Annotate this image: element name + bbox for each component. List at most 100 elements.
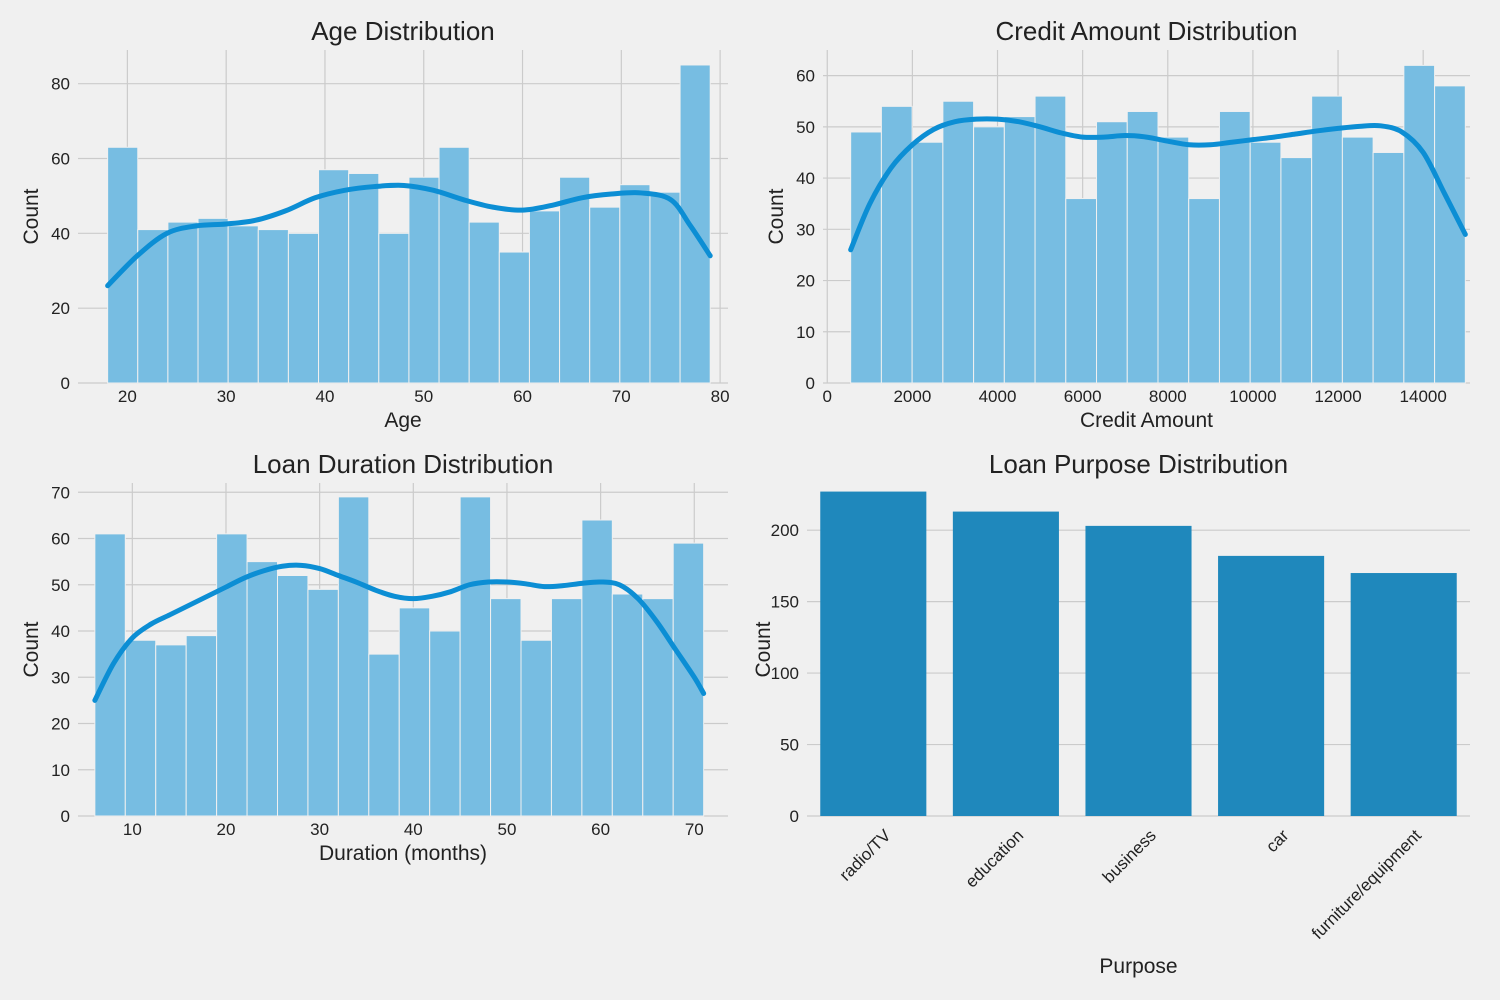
x-tick-label: 4000: [979, 387, 1017, 406]
y-tick-label: 30: [796, 220, 815, 239]
x-tick-label: 6000: [1064, 387, 1102, 406]
x-tick-label: radio/TV: [836, 825, 895, 884]
panel-3: 0 10 20 30 40 50 60 70 10 20 30 40 50 60 70 Duration (m…: [20, 449, 728, 865]
y-tick-label: 100: [771, 664, 799, 683]
category-bar: [820, 491, 927, 816]
y-tick-label: 0: [61, 374, 70, 393]
histogram-bar: [368, 653, 400, 817]
x-axis-label: Age: [384, 409, 421, 432]
y-tick-label: 60: [51, 150, 70, 169]
kde-line: [105, 182, 713, 289]
histogram-bar: [672, 542, 705, 817]
x-tick-label: 2000: [893, 387, 931, 406]
y-tick-label: 20: [796, 272, 815, 291]
y-tick-label: 40: [51, 622, 70, 641]
histogram-bar: [398, 607, 431, 817]
x-tick-label: 50: [414, 387, 433, 406]
x-tick-label: 30: [310, 820, 329, 839]
x-tick-label: 80: [711, 387, 730, 406]
y-axis-label: Count: [752, 621, 775, 677]
histogram-bar: [649, 191, 681, 384]
histogram-bar: [318, 169, 350, 384]
histogram-bar: [520, 639, 552, 817]
histogram-bar: [276, 575, 309, 817]
histogram-bar: [1003, 116, 1036, 384]
x-tick-label: 20: [118, 387, 137, 406]
histogram-bar: [348, 172, 380, 384]
category-bar: [1085, 525, 1192, 816]
y-tick-label: 70: [51, 483, 70, 502]
x-tick-label: 70: [685, 820, 704, 839]
y-tick-label: 200: [771, 521, 799, 540]
histogram-bar: [257, 229, 289, 384]
x-tick-label: 14000: [1400, 387, 1447, 406]
histogram-bar: [337, 496, 370, 817]
histogram-bar: [155, 644, 187, 817]
y-tick-label: 60: [51, 530, 70, 549]
y-axis-label: Count: [20, 621, 43, 677]
y-axis-label: Count: [765, 188, 788, 244]
x-tick-label: 0: [823, 387, 832, 406]
histogram-bar: [559, 176, 591, 384]
histogram-bar: [124, 639, 157, 817]
panel-4: 0 50 100 150 200 radio/TV education business car…: [752, 449, 1470, 978]
histogram-bar: [167, 221, 199, 384]
histogram-bar: [287, 232, 320, 384]
x-axis-label: Duration (months): [319, 842, 487, 865]
x-tick-label: 30: [217, 387, 236, 406]
chart-title: Loan Duration Distribution: [253, 449, 554, 479]
kde-line: [92, 562, 707, 703]
y-tick-label: 50: [51, 576, 70, 595]
histogram-bar: [679, 64, 711, 384]
x-tick-label: 40: [315, 387, 334, 406]
x-tick-label: 40: [404, 820, 423, 839]
chart-title: Loan Purpose Distribution: [989, 449, 1288, 479]
histogram-bar: [1065, 198, 1098, 384]
histogram-bar: [1188, 198, 1220, 384]
histogram-bar: [1249, 141, 1282, 384]
histogram-bar: [1096, 121, 1128, 384]
y-tick-label: 0: [790, 807, 799, 826]
histogram-bar: [378, 232, 410, 384]
x-tick-label: 20: [217, 820, 236, 839]
histogram-bar: [1157, 136, 1190, 384]
histogram-bar: [227, 225, 259, 384]
histogram-bar: [911, 141, 944, 384]
y-tick-label: 150: [771, 593, 799, 612]
histogram-bar: [1403, 64, 1436, 384]
histogram-bar: [246, 561, 278, 817]
x-axis-label: Credit Amount: [1080, 409, 1213, 432]
y-tick-label: 20: [51, 299, 70, 318]
x-tick-label: 70: [612, 387, 631, 406]
histogram-bar: [642, 598, 674, 817]
histogram-bar: [942, 100, 975, 384]
x-axis-label: Purpose: [1099, 955, 1177, 978]
y-tick-label: 60: [796, 67, 815, 86]
x-tick-label: education: [962, 826, 1028, 892]
y-tick-label: 10: [51, 761, 70, 780]
x-tick-label: 12000: [1314, 387, 1361, 406]
histogram-bar: [973, 126, 1005, 384]
y-tick-label: 30: [51, 668, 70, 687]
histogram-bar: [137, 229, 169, 384]
histogram-bar: [550, 598, 583, 817]
chart-title: Age Distribution: [311, 16, 495, 46]
histogram-bar: [438, 146, 470, 384]
histogram-bar: [468, 221, 500, 384]
histogram-bar: [459, 496, 492, 817]
histogram-bar: [1280, 157, 1313, 384]
y-tick-label: 0: [806, 374, 815, 393]
histogram-bar: [197, 217, 229, 384]
y-tick-label: 10: [796, 323, 815, 342]
x-tick-label: 60: [591, 820, 610, 839]
x-tick-label: furniture/equipment: [1308, 826, 1425, 943]
x-tick-label: car: [1262, 826, 1292, 856]
category-bar: [952, 511, 1059, 816]
x-tick-label: 10000: [1229, 387, 1276, 406]
y-tick-label: 50: [796, 118, 815, 137]
histogram-bar: [107, 146, 139, 384]
kde-line: [848, 116, 1468, 253]
x-tick-label: 8000: [1149, 387, 1187, 406]
histogram-bar: [528, 210, 561, 384]
